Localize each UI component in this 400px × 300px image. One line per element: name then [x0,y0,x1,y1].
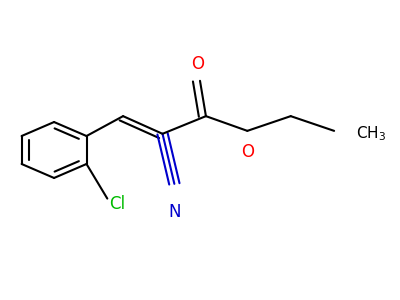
Text: Cl: Cl [109,196,125,214]
Text: O: O [192,56,204,74]
Text: CH$_3$: CH$_3$ [356,124,386,143]
Text: O: O [241,142,254,160]
Text: N: N [168,203,181,221]
